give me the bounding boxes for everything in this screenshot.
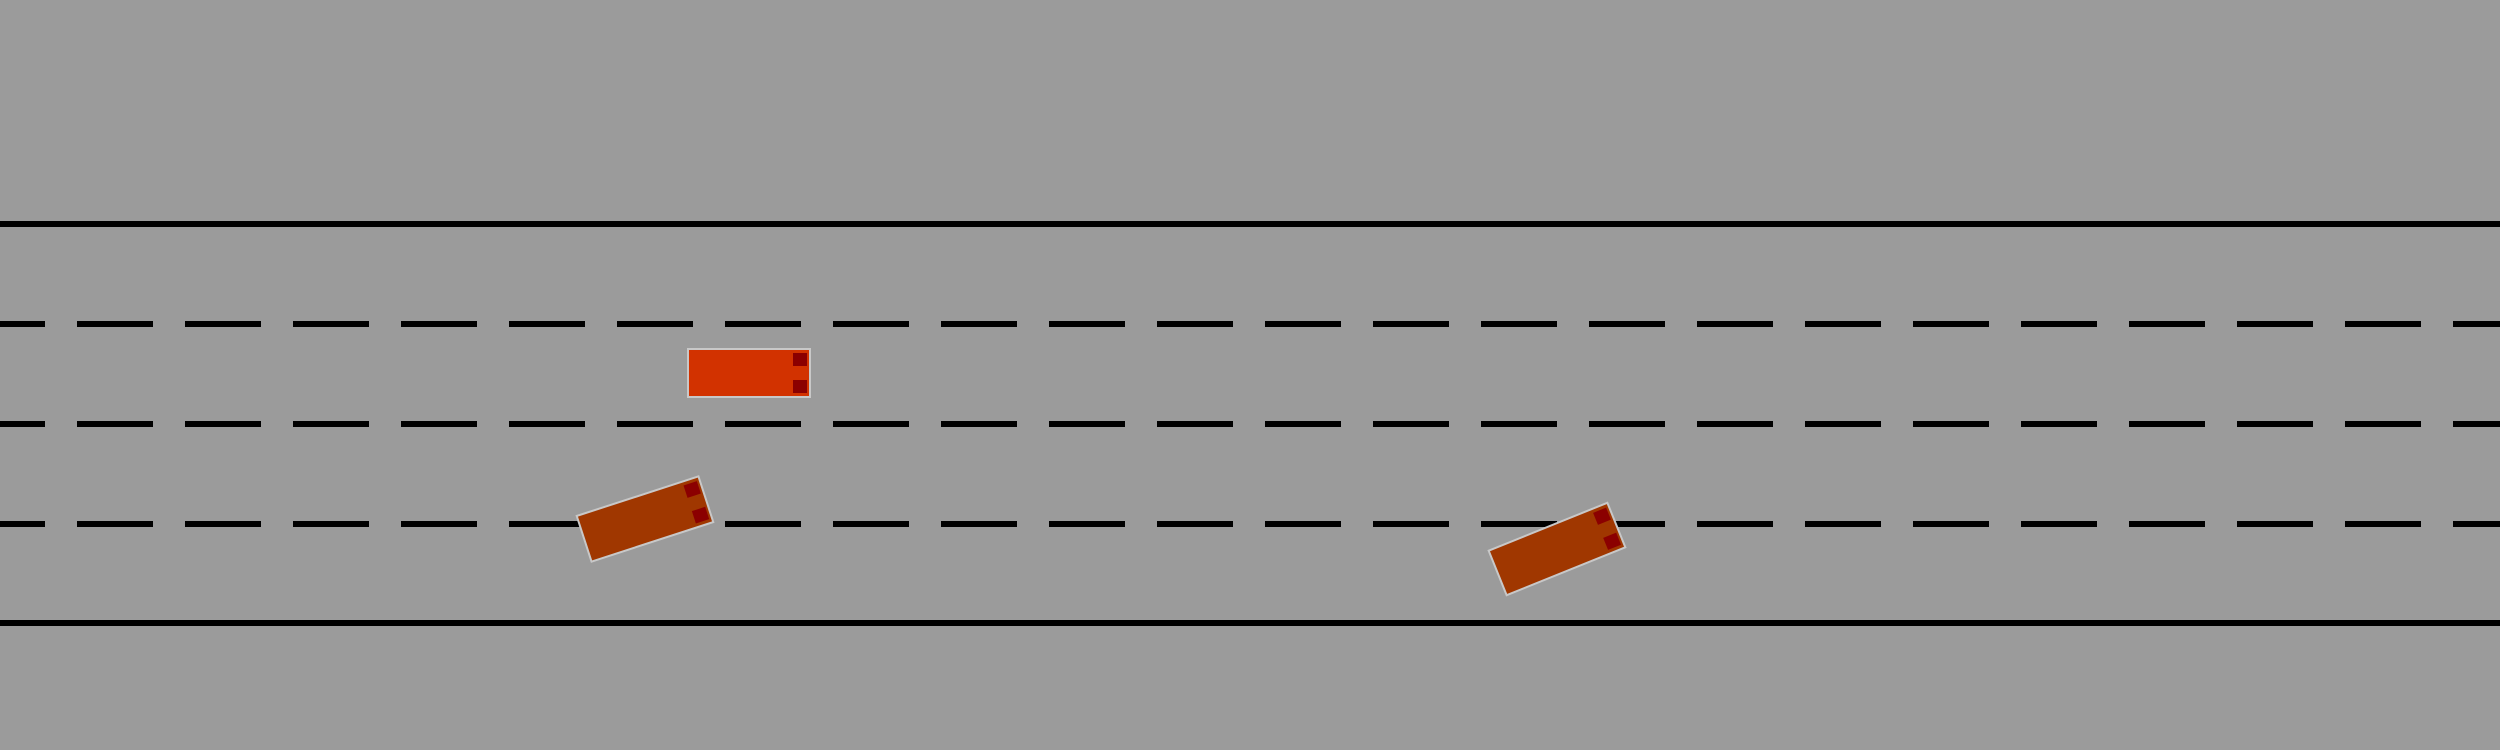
other-vehicle-2 [1487,501,1627,597]
tail-light [1593,507,1611,525]
tail-light [683,481,701,498]
tail-light [793,353,807,366]
other-vehicle-1 [575,475,715,563]
tail-light [1603,532,1622,550]
tail-light [793,380,807,393]
tail-light [691,506,710,524]
ego-vehicle [687,348,811,398]
